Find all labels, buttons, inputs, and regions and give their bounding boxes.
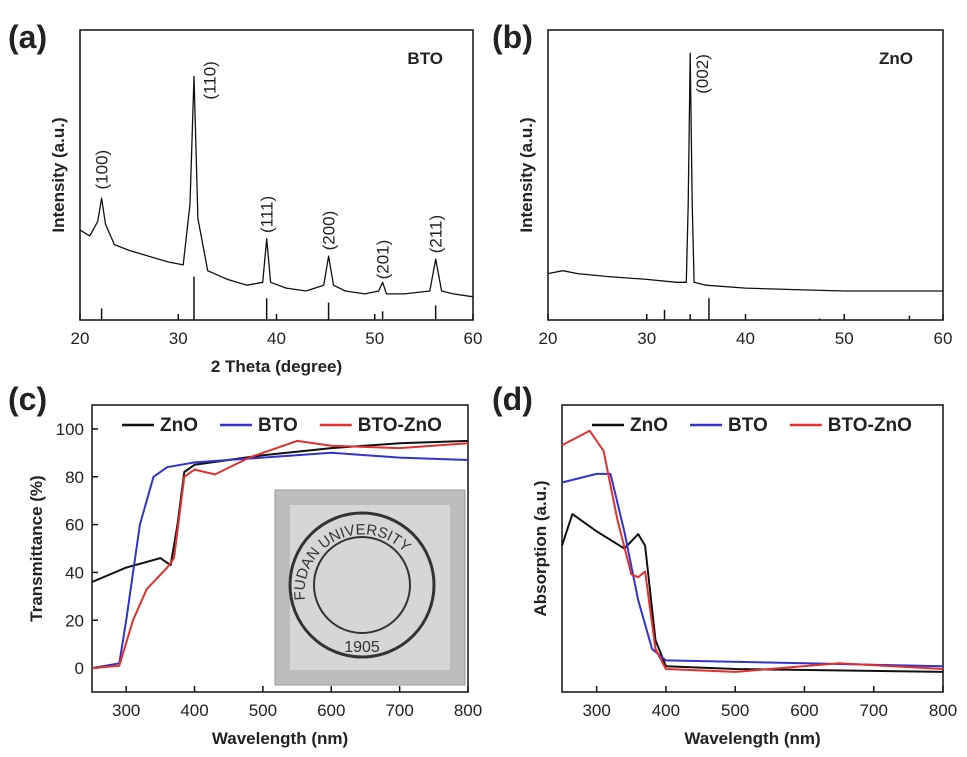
x-tick-label: 30 (169, 329, 188, 348)
x-tick-label: 20 (539, 329, 558, 348)
inset-seal (288, 511, 436, 659)
x-tick-label: 40 (267, 329, 286, 348)
peak-label: (211) (427, 215, 446, 253)
y-axis-label: Intensity (a.u.) (49, 117, 68, 232)
data-line (79, 75, 474, 298)
x-tick-label: 600 (790, 701, 818, 720)
y-axis-label: Intensity (a.u.) (517, 117, 536, 232)
x-tick-label: 800 (454, 701, 482, 720)
x-axis-label: Wavelength (nm) (684, 729, 820, 748)
panel-label: (c) (8, 381, 47, 417)
inset-year: 1905 (344, 639, 380, 656)
x-tick-label: 800 (929, 701, 957, 720)
panel-label: (d) (492, 381, 533, 417)
data-line (547, 52, 943, 292)
x-tick-label: 300 (112, 701, 140, 720)
panel-label: (a) (8, 19, 47, 55)
y-tick-label: 20 (65, 611, 84, 630)
data-line (91, 451, 469, 670)
x-tick-label: 600 (317, 701, 345, 720)
legend-label: BTO-ZnO (828, 415, 912, 436)
data-line (91, 439, 469, 670)
inset-seal-inner (313, 536, 411, 634)
y-axis-label: Absorption (a.u.) (531, 481, 550, 617)
panel-sample-label: BTO (407, 49, 443, 68)
plot-frame (79, 29, 474, 321)
peak-label: (111) (258, 196, 277, 233)
plot-frame (561, 404, 944, 693)
x-tick-label: 500 (721, 701, 749, 720)
panel-label: (b) (492, 19, 533, 55)
x-tick-label: 300 (582, 701, 610, 720)
data-line (561, 429, 944, 673)
plot-frame (91, 404, 469, 693)
legend-label: BTO (258, 415, 298, 436)
y-tick-label: 80 (65, 468, 84, 487)
peak-label: (100) (93, 150, 112, 190)
legend-label: BTO-ZnO (358, 415, 442, 436)
legend-label: ZnO (630, 415, 668, 436)
x-tick-label: 700 (385, 701, 413, 720)
x-tick-label: 60 (464, 329, 483, 348)
x-tick-label: 30 (637, 329, 656, 348)
panel-sample-label: ZnO (879, 49, 913, 68)
x-tick-label: 40 (736, 329, 755, 348)
x-axis-label: 2 Theta (degree) (211, 357, 342, 376)
x-tick-label: 400 (652, 701, 680, 720)
x-tick-label: 500 (249, 701, 277, 720)
peak-label: (002) (693, 54, 712, 94)
legend-label: BTO (728, 415, 768, 436)
y-tick-label: 40 (65, 563, 84, 582)
data-line (561, 472, 944, 668)
x-tick-label: 50 (835, 329, 854, 348)
x-tick-label: 400 (180, 701, 208, 720)
y-tick-label: 60 (65, 516, 84, 535)
data-line (561, 513, 944, 673)
y-axis-label: Transmittance (%) (27, 475, 46, 621)
y-tick-label: 100 (56, 420, 84, 439)
peak-label: (200) (320, 211, 339, 251)
x-tick-label: 50 (365, 329, 384, 348)
x-axis-label: Wavelength (nm) (212, 729, 348, 748)
x-tick-label: 60 (934, 329, 953, 348)
y-tick-label: 0 (75, 659, 84, 678)
x-tick-label: 700 (860, 701, 888, 720)
legend-label: ZnO (160, 415, 198, 436)
peak-label: (110) (201, 61, 220, 99)
x-tick-label: 20 (71, 329, 90, 348)
peak-label: (201) (374, 240, 393, 280)
